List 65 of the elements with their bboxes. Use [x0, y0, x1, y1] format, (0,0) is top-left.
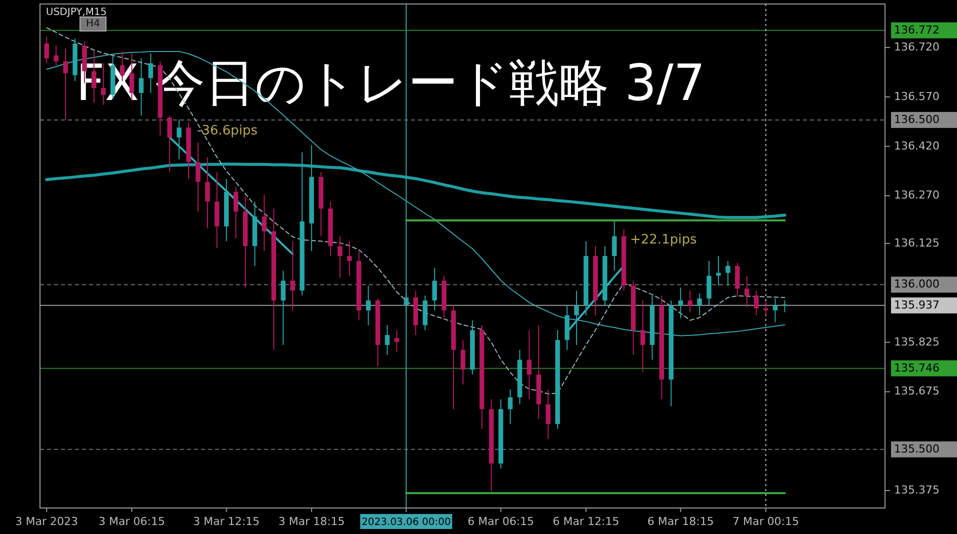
- candlestick: [167, 115, 172, 172]
- candlestick: [716, 256, 721, 286]
- candlestick: [205, 156, 210, 229]
- y-tick-label: 135.675: [894, 384, 940, 398]
- candlestick: [754, 290, 759, 316]
- candlestick: [404, 293, 409, 313]
- candlestick: [234, 186, 238, 239]
- ref-line-label: 136.500: [894, 112, 940, 126]
- x-tick-label: 3 Mar 2023: [15, 515, 78, 528]
- annotation: +22.1pips: [630, 232, 697, 248]
- candlestick: [262, 194, 267, 252]
- candlestick: [726, 260, 730, 286]
- candlestick: [735, 262, 740, 296]
- ref-line-label: 135.746: [894, 361, 940, 374]
- candlestick: [688, 290, 692, 313]
- annotation: -36.6pips: [197, 124, 258, 139]
- candlestick: [347, 240, 352, 276]
- candlestick: [744, 275, 750, 308]
- candlestick: [44, 36, 49, 64]
- candlestick: [366, 285, 371, 326]
- x-tick-label: 3 Mar 06:15: [98, 515, 166, 528]
- candlestick: [290, 240, 296, 311]
- x-tick-label: 2023.03.06 00:00: [362, 517, 451, 528]
- candlestick: [706, 260, 712, 306]
- x-tick-label: 6 Mar 06:15: [468, 515, 534, 528]
- candlestick: [612, 220, 617, 272]
- candlestick: [432, 267, 437, 311]
- chart-title: USDJPY,M15: [46, 7, 107, 18]
- candlestick: [460, 340, 466, 385]
- candlestick: [394, 330, 400, 352]
- ref-line-label: 136.772: [894, 23, 940, 36]
- line-series: [46, 27, 786, 395]
- annotation: H4: [86, 18, 100, 30]
- x-tick-label: 3 Mar 12:15: [193, 515, 260, 528]
- candlestick: [546, 388, 550, 440]
- y-tick-label: 135.375: [894, 484, 940, 497]
- x-tick-label: 6 Mar 18:15: [647, 515, 714, 528]
- candlestick: [772, 298, 778, 323]
- candlestick: [176, 119, 182, 160]
- candlestick: [782, 300, 788, 313]
- candlestick: [678, 287, 683, 319]
- y-tick-label: 136.125: [894, 236, 940, 250]
- x-tick-label: 3 Mar 18:15: [278, 515, 345, 528]
- x-tick-label: 6 Mar 12:15: [552, 515, 620, 528]
- candlestick: [196, 142, 200, 212]
- y-tick-label: 136.720: [894, 40, 940, 54]
- x-tick-label: 7 Mar 00:15: [732, 515, 799, 528]
- y-tick-label: 136.570: [894, 90, 940, 103]
- candlestick: [763, 300, 768, 316]
- y-tick-label: 136.270: [894, 188, 940, 202]
- ref-line-label: 135.500: [894, 442, 940, 456]
- candlestick: [526, 330, 532, 400]
- candlestick: [338, 236, 342, 278]
- y-tick-label: 135.825: [894, 335, 940, 348]
- candlestick: [697, 293, 702, 316]
- candlestick: [280, 270, 286, 346]
- candlestick: [63, 48, 68, 120]
- ref-line-label: 135.937: [894, 298, 940, 312]
- candlestick: [384, 324, 390, 356]
- candlestick: [508, 388, 513, 424]
- candlestick: [640, 300, 646, 372]
- candlestick: [574, 290, 579, 346]
- y-tick-label: 136.420: [894, 139, 940, 152]
- candlestick: [54, 45, 58, 66]
- ref-line-label: 136.000: [894, 278, 940, 291]
